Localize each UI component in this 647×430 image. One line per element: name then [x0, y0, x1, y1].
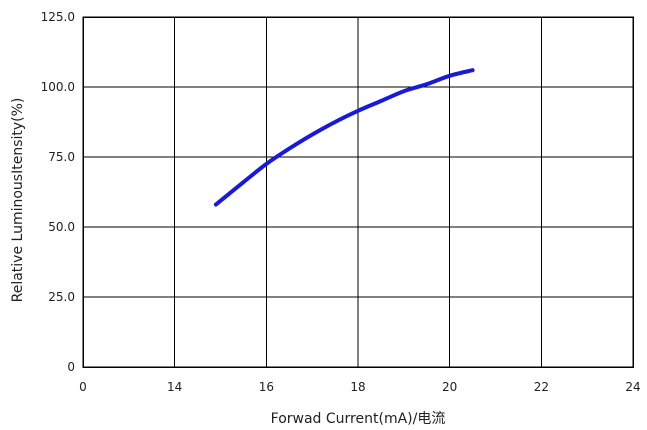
x-tick-label: 24 — [625, 380, 640, 394]
y-tick-label: 0 — [67, 360, 75, 374]
x-axis-ticks: 0 14 16 18 20 22 24 — [79, 380, 640, 394]
y-axis-ticks: 0 25.0 50.0 75.0 100.0 125.0 — [41, 10, 75, 374]
y-tick-label: 50.0 — [48, 220, 75, 234]
grid — [82, 16, 634, 368]
x-tick-label: 0 — [79, 380, 87, 394]
x-tick-label: 14 — [167, 380, 182, 394]
x-tick-label: 18 — [350, 380, 365, 394]
series-line-0 — [213, 68, 475, 207]
x-tick-label: 20 — [442, 380, 457, 394]
plot-frame — [82, 16, 634, 368]
x-tick-label: 22 — [534, 380, 549, 394]
y-tick-label: 100.0 — [41, 80, 75, 94]
y-tick-label: 125.0 — [41, 10, 75, 24]
y-axis-label: Relative LuminousItensity(%) — [10, 98, 26, 303]
x-tick-label: 16 — [259, 380, 274, 394]
y-tick-label: 25.0 — [48, 290, 75, 304]
series-group — [213, 68, 475, 207]
y-tick-label: 75.0 — [48, 150, 75, 164]
x-axis-label: Forwad Current(mA)/电流 — [271, 411, 446, 427]
